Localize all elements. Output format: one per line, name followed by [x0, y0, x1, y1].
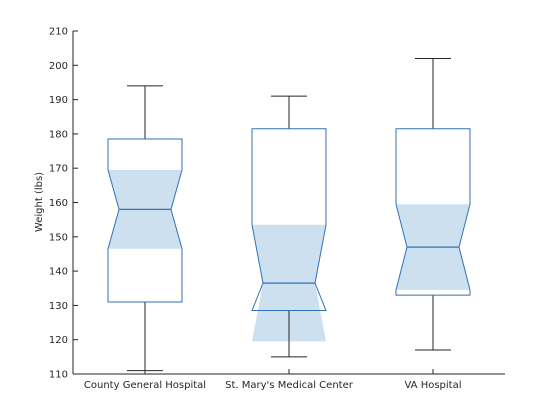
box-outline: [251, 128, 327, 312]
y-tick-label: 110: [49, 370, 68, 381]
y-tick-label: 180: [49, 129, 68, 140]
y-tick-label: 170: [49, 164, 68, 175]
x-tick-label: St. Mary's Medical Center: [225, 380, 354, 391]
y-tick-label: 210: [49, 27, 68, 38]
box-group: [251, 95, 327, 358]
box-group: [107, 85, 183, 372]
x-tick-label: County General Hospital: [84, 380, 206, 391]
x-tick-label: VA Hospital: [404, 380, 461, 391]
y-tick-label: 130: [49, 301, 68, 312]
y-tick-label: 190: [49, 95, 68, 106]
boxes-layer: [107, 57, 471, 372]
axes-layer: 110 120 130 140 150 160 170 180 190 200 210 County …: [49, 27, 505, 391]
y-tick-label: 140: [49, 267, 68, 278]
box-group: [395, 57, 471, 351]
y-tick-label: 150: [49, 232, 68, 243]
y-axis-label: Weight (lbs): [34, 172, 45, 232]
box-outline: [107, 138, 183, 303]
y-tick-label: 200: [49, 61, 68, 72]
box-outline: [395, 128, 471, 296]
y-tick-label: 160: [49, 198, 68, 209]
y-tick-label: 120: [49, 335, 68, 346]
